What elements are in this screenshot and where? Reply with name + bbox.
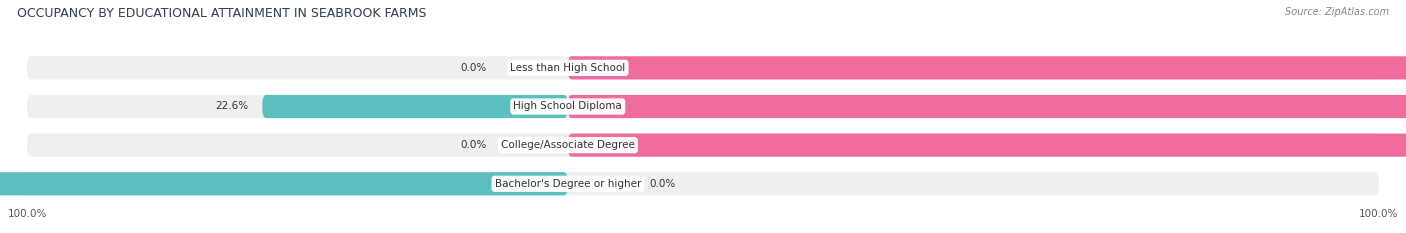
FancyBboxPatch shape <box>27 56 1379 79</box>
FancyBboxPatch shape <box>568 56 1406 79</box>
Text: College/Associate Degree: College/Associate Degree <box>501 140 634 150</box>
FancyBboxPatch shape <box>0 172 568 195</box>
FancyBboxPatch shape <box>568 134 1406 157</box>
FancyBboxPatch shape <box>27 134 1379 157</box>
FancyBboxPatch shape <box>27 95 1379 118</box>
Text: High School Diploma: High School Diploma <box>513 102 623 112</box>
Text: Less than High School: Less than High School <box>510 63 626 73</box>
Text: 0.0%: 0.0% <box>650 179 675 189</box>
Text: Source: ZipAtlas.com: Source: ZipAtlas.com <box>1285 7 1389 17</box>
Text: 0.0%: 0.0% <box>460 63 486 73</box>
Text: Bachelor's Degree or higher: Bachelor's Degree or higher <box>495 179 641 189</box>
Text: 0.0%: 0.0% <box>460 140 486 150</box>
FancyBboxPatch shape <box>263 95 568 118</box>
Text: OCCUPANCY BY EDUCATIONAL ATTAINMENT IN SEABROOK FARMS: OCCUPANCY BY EDUCATIONAL ATTAINMENT IN S… <box>17 7 426 20</box>
FancyBboxPatch shape <box>27 172 1379 195</box>
Text: 22.6%: 22.6% <box>215 102 249 112</box>
FancyBboxPatch shape <box>568 95 1406 118</box>
